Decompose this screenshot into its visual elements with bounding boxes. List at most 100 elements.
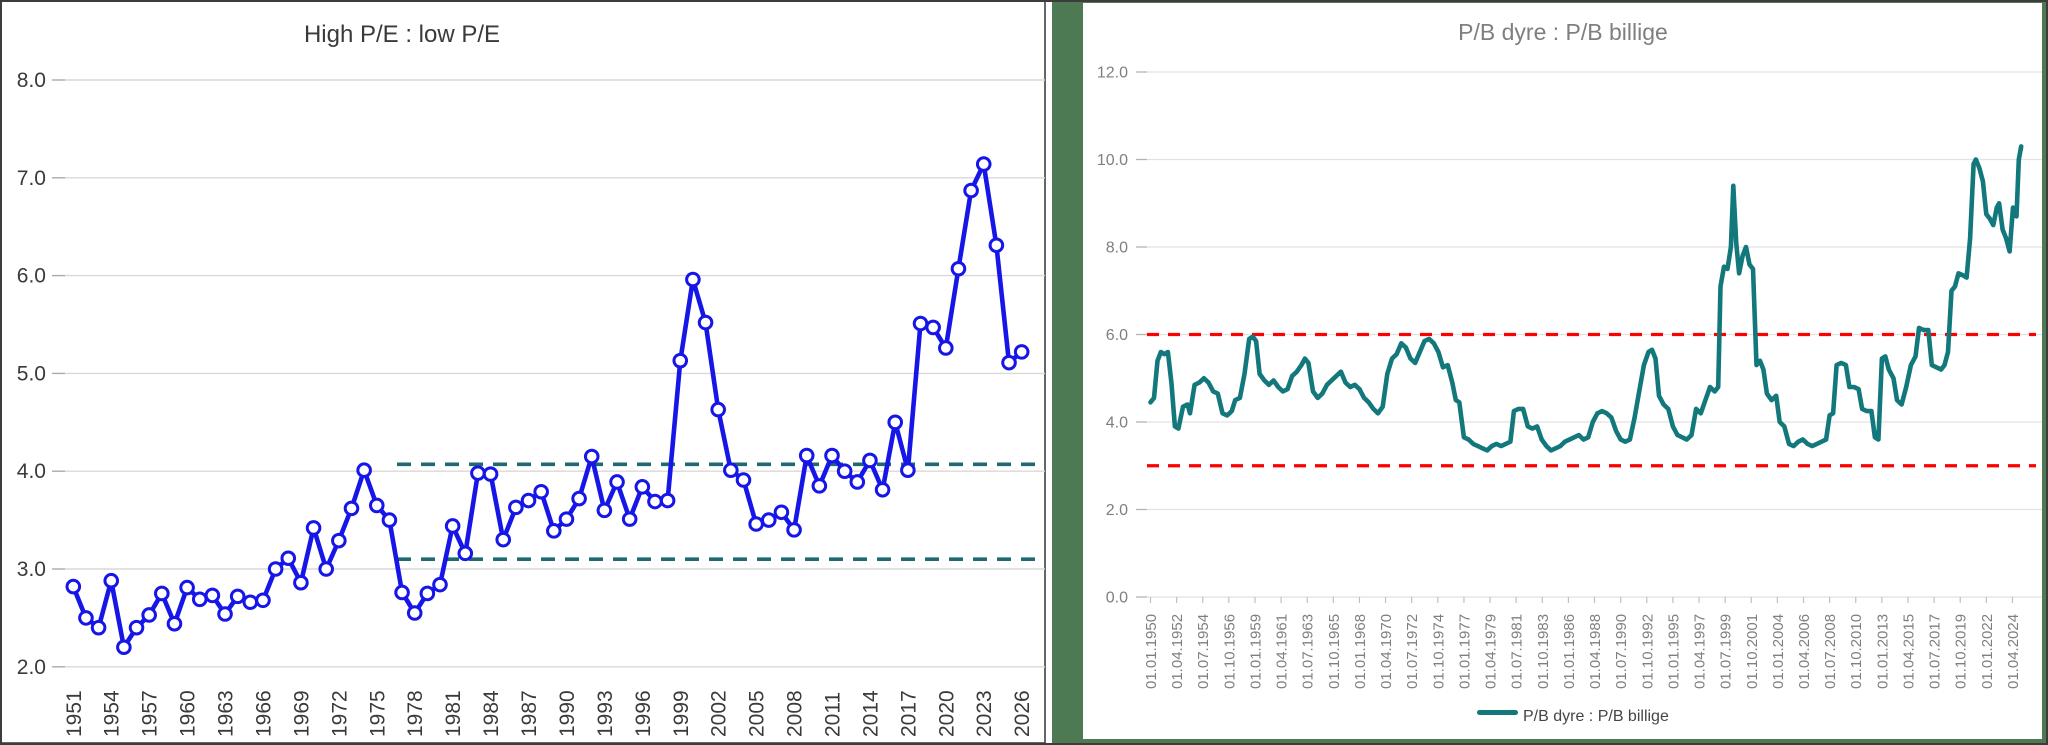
left-series-marker — [634, 479, 651, 495]
left-y-tick-label: 3.0 — [17, 558, 46, 581]
right-x-tick-label: 01.01.2022 — [1979, 614, 1996, 689]
right-x-tick-label: 01.10.1956 — [1221, 614, 1238, 689]
left-series-marker — [255, 592, 271, 609]
right-x-tick-label: 01.07.1999 — [1718, 614, 1735, 689]
right-x-tick-label: 01.07.1954 — [1195, 614, 1212, 689]
right-x-tick-label: 01.01.1968 — [1352, 614, 1369, 689]
legend-label: P/B dyre : P/B billige — [1523, 708, 1669, 725]
left-series-marker — [849, 474, 866, 490]
left-series-marker — [533, 483, 549, 500]
right-y-tick-label: 4.0 — [1106, 415, 1128, 432]
left-series-marker — [887, 414, 904, 431]
left-y-tick-label: 2.0 — [17, 656, 46, 679]
left-series-marker — [419, 585, 436, 602]
left-series-marker — [406, 605, 423, 621]
right-x-tick-label: 01.07.2008 — [1822, 614, 1839, 689]
left-x-tick-label: 1993 — [594, 690, 617, 737]
left-series-marker — [862, 452, 878, 469]
left-x-tick-label: 2023 — [973, 690, 996, 737]
left-series-marker — [609, 474, 625, 490]
left-x-tick-label: 1981 — [442, 690, 465, 737]
right-x-tick-label: 01.10.2010 — [1848, 614, 1865, 689]
right-x-tick-label: 01.01.2013 — [1874, 614, 1891, 689]
left-x-tick-label: 2026 — [1011, 690, 1034, 737]
left-series-marker — [874, 481, 891, 498]
right-y-tick-label: 12.0 — [1097, 65, 1128, 82]
left-y-tick-label: 8.0 — [17, 69, 46, 92]
left-series-marker — [735, 472, 752, 488]
right-x-tick-label: 01.10.1983 — [1535, 614, 1552, 689]
right-x-tick-label: 01.01.1986 — [1561, 614, 1578, 689]
right-x-tick-label: 01.04.1952 — [1169, 614, 1186, 689]
left-series-marker — [748, 516, 764, 532]
legend-line-swatch — [1477, 710, 1518, 715]
right-x-tick-label: 01.10.1974 — [1430, 614, 1447, 689]
right-x-tick-label: 01.10.2001 — [1744, 614, 1761, 689]
left-series-marker — [773, 504, 790, 521]
left-series-marker — [116, 639, 132, 656]
left-series-marker — [128, 619, 145, 636]
right-x-tick-label: 01.07.1981 — [1509, 614, 1526, 689]
left-series-marker — [950, 260, 967, 277]
left-series-marker — [1013, 344, 1030, 360]
left-series-marker — [229, 588, 246, 605]
left-series-marker — [672, 352, 689, 369]
left-series-marker — [154, 585, 170, 602]
right-y-tick-label: 0.0 — [1106, 590, 1128, 607]
right-x-tick-label: 01.04.1979 — [1483, 614, 1500, 689]
left-series-marker — [963, 182, 979, 199]
left-x-tick-label: 1954 — [101, 690, 124, 737]
left-series-marker — [659, 492, 676, 509]
left-x-tick-label: 1960 — [177, 690, 200, 737]
left-series-marker — [508, 499, 524, 516]
left-x-tick-label: 2020 — [935, 690, 958, 737]
left-series-marker — [78, 610, 94, 626]
left-series-marker — [242, 594, 259, 611]
left-x-tick-label: 1951 — [63, 690, 86, 737]
right-x-tick-label: 01.10.2019 — [1953, 614, 1970, 689]
right-y-tick-label: 10.0 — [1097, 152, 1128, 169]
right-x-tick-label: 01.07.2017 — [1927, 614, 1944, 689]
left-series-marker — [318, 561, 335, 577]
left-chart-plot-area: 8.0 7.0 6.0 5.0 4.0 3.0 2.0 1951 1954 1957 1960 196… — [17, 69, 1045, 737]
left-y-tick-label: 6.0 — [17, 265, 46, 288]
right-y-tick-label: 2.0 — [1106, 502, 1128, 519]
right-y-tick-label: 8.0 — [1106, 240, 1128, 257]
left-series-marker — [495, 531, 512, 548]
right-x-tick-label: 01.01.1995 — [1665, 614, 1682, 689]
left-x-tick-label: 1969 — [290, 690, 313, 737]
left-series-marker — [343, 500, 360, 517]
left-series-marker — [482, 466, 499, 482]
right-x-tick-label: 01.07.1990 — [1613, 614, 1630, 689]
left-series-marker — [141, 607, 157, 623]
left-x-tick-label: 1957 — [139, 690, 162, 737]
left-x-tick-label: 2002 — [708, 690, 731, 737]
left-series-marker — [925, 319, 941, 336]
right-y-tick-label: 6.0 — [1106, 327, 1128, 344]
left-x-tick-label: 2005 — [746, 690, 769, 737]
right-x-tick-label: 01.01.2004 — [1770, 614, 1787, 689]
left-series-marker — [697, 314, 714, 331]
left-series-marker — [103, 572, 120, 589]
right-x-tick-label: 01.04.2015 — [1900, 614, 1917, 689]
left-series-marker — [811, 478, 828, 494]
left-series-marker — [558, 511, 575, 527]
left-series-marker — [975, 156, 992, 172]
right-x-tick-label: 01.04.2006 — [1796, 614, 1813, 689]
right-chart-title: P/B dyre : P/B billige — [1458, 19, 1668, 45]
left-series-marker — [710, 401, 726, 418]
right-x-tick-label: 01.04.1997 — [1692, 614, 1709, 689]
left-series-marker — [824, 447, 840, 464]
left-series-marker — [786, 522, 802, 538]
left-x-tick-label: 2008 — [784, 690, 807, 737]
left-series-marker — [331, 532, 347, 549]
left-series-marker — [900, 462, 916, 479]
left-x-tick-label: 1990 — [556, 690, 579, 737]
left-series-marker — [204, 587, 221, 604]
left-series-marker — [305, 520, 322, 536]
left-x-tick-label: 1996 — [632, 690, 655, 737]
left-x-tick-label: 1987 — [518, 690, 541, 737]
left-x-tick-label: 1972 — [328, 690, 351, 737]
left-series-marker — [938, 340, 954, 356]
